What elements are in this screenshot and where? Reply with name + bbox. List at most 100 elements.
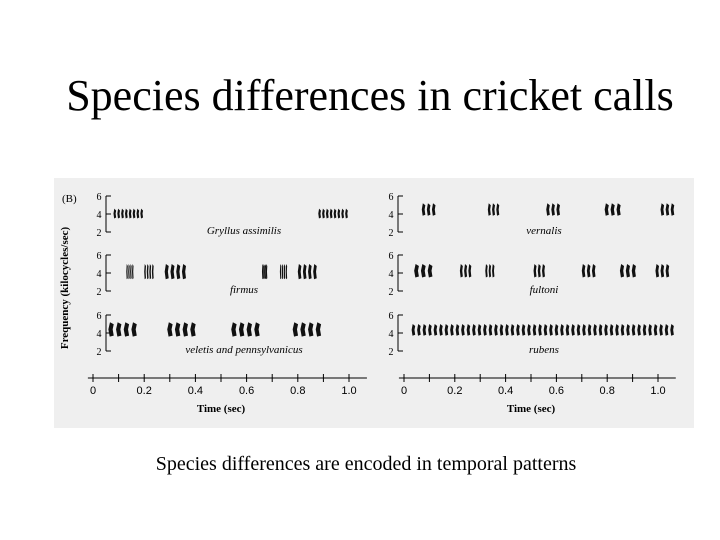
sound-pulse [551,203,555,216]
sound-pulse [283,264,286,280]
sound-pulse [543,324,548,336]
sound-pulse [190,322,196,337]
sound-pulse [231,322,237,337]
time-axis: 0 0.2 0.4 0.6 0.8 1.0 Time (sec) [87,374,367,415]
call-burst [581,264,596,278]
call-burst [297,264,317,280]
sound-pulse [113,208,117,219]
sound-pulse [510,324,515,336]
sound-pulse [329,208,333,219]
sound-pulse [533,264,537,278]
sound-pulse [308,264,312,280]
sound-pulse [345,208,348,219]
sound-pulse [136,208,140,219]
sound-pulse [521,324,526,336]
spectrogram-panel: 2 4 6 vernalis [389,192,675,239]
sound-pulse [464,264,468,278]
call-burst [167,322,196,337]
call-burst [144,264,154,280]
sound-pulse [604,324,608,336]
x-tick-label: 1.0 [341,385,356,397]
sound-pulse [263,264,265,280]
y-tick-label: 2 [97,287,102,298]
sound-pulse [341,208,345,219]
sound-pulse [132,264,134,280]
sound-pulse [631,264,636,278]
sound-pulse [130,264,132,280]
sound-pulse [625,264,630,278]
sound-pulse [582,324,586,336]
sound-pulse [125,208,128,219]
y-tick-label: 2 [389,287,394,298]
y-tick-label: 2 [389,347,394,358]
call-burst [292,322,322,337]
sound-pulse [538,324,542,336]
y-tick-label: 4 [389,269,394,280]
sound-pulse [439,324,443,336]
sound-pulse [146,264,149,280]
y-tick-label: 6 [389,251,394,262]
sound-pulse [468,264,472,278]
sound-pulse [604,203,609,216]
call-burst [108,322,137,337]
y-tick-label: 6 [389,192,394,203]
sound-pulse [496,203,500,216]
sound-pulse [487,203,491,216]
sound-pulse [433,324,438,336]
sound-pulse [417,324,421,336]
x-tick-label: 0.6 [239,385,254,397]
sound-pulse [546,203,550,216]
x-tick-label: 0.8 [290,385,305,397]
spectrogram-panel: 2 4 6 Gryllus assimilis [97,192,348,239]
y-tick-label: 6 [97,311,102,322]
sound-pulse [264,264,267,280]
sound-pulse [466,324,471,336]
y-tick-label: 2 [389,228,394,239]
sound-pulse [297,264,302,280]
sound-pulse [313,264,317,280]
call-burst [113,208,144,219]
slide-title: Species differences in cricket calls [66,71,674,120]
call-burst [459,264,472,278]
call-burst [487,203,500,216]
sound-pulse [176,264,181,280]
sound-pulse [461,324,465,336]
sound-pulse [281,264,284,280]
sound-pulse [414,264,419,278]
y-axis-label: Frequency (kilocycles/sec) [59,227,71,350]
sound-pulse [527,324,531,336]
species-label: firmus [230,284,258,296]
sound-pulse [576,324,581,336]
sound-pulse [483,324,487,336]
sound-pulse [450,324,454,336]
sound-pulse [598,324,603,336]
sound-pulse [560,324,564,336]
sound-pulse [616,203,621,216]
sound-pulse [455,324,460,336]
x-tick-label: 0 [90,385,96,397]
sound-pulse [246,322,252,337]
sound-pulse [411,324,416,336]
sound-pulse [322,208,325,219]
spectrogram-panel: 2 4 6 firmus [97,251,317,298]
sound-pulse [128,264,130,280]
species-label: fultoni [530,284,559,296]
y-tick-label: 2 [97,228,102,239]
sound-pulse [121,208,124,219]
sound-pulse [422,324,427,336]
sound-pulse [537,264,541,278]
sound-pulse [265,264,268,280]
species-label: Gryllus assimilis [207,225,281,237]
call-burst [318,208,348,219]
sound-pulse [149,264,152,280]
sound-pulse [140,208,144,219]
sound-pulse [181,264,186,280]
sound-pulse [660,203,665,216]
sound-pulse [556,203,560,216]
sound-pulse [620,324,625,336]
sound-pulse [637,324,641,336]
call-burst [279,264,288,280]
sound-pulse [300,322,306,337]
sound-pulse [505,324,509,336]
sound-pulse [333,208,337,219]
